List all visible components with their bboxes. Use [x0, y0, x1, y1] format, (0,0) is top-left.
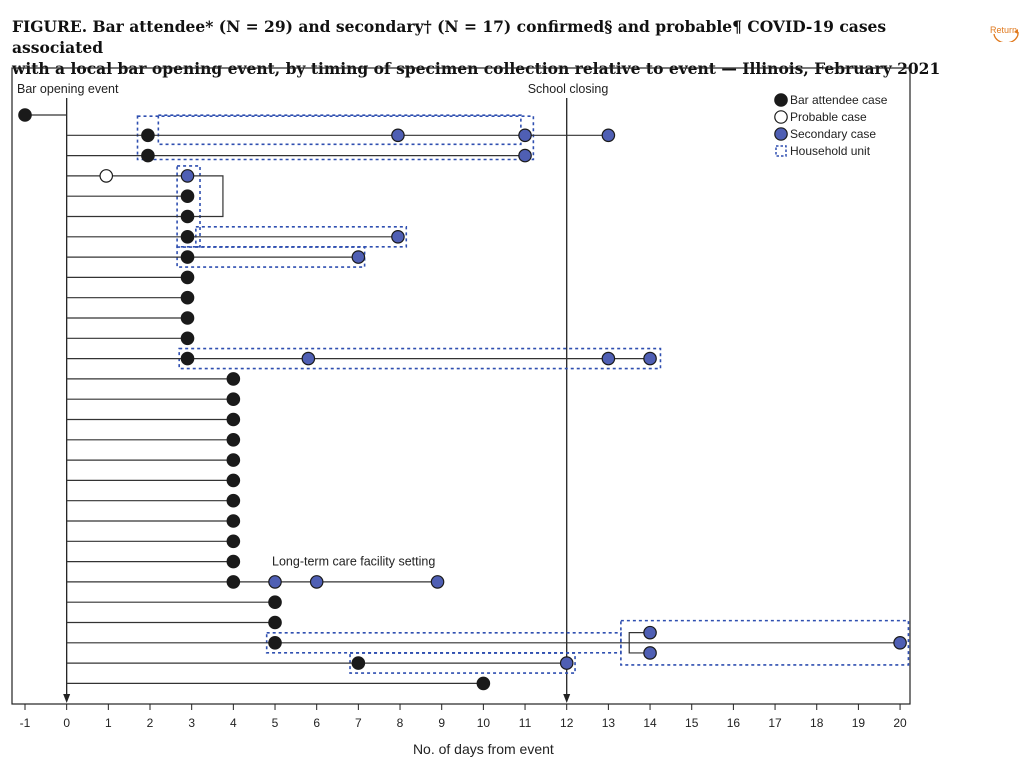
secondary-case-point: [391, 128, 405, 143]
x-tick-label: 19: [852, 716, 866, 730]
attendee-case-point: [226, 412, 241, 427]
x-tick-label: 8: [397, 716, 404, 730]
secondary-case-point: [268, 575, 282, 589]
secondary-case-point: [601, 128, 616, 143]
attendee-case-point: [226, 554, 241, 569]
household-box: [136, 115, 535, 161]
x-tick-label: 2: [147, 716, 154, 730]
secondary-case-point: [559, 656, 574, 670]
x-axis-label: No. of days from event: [413, 741, 554, 757]
x-tick-label: 20: [893, 716, 907, 730]
secondary-case-point: [351, 250, 366, 264]
attendee-case-point: [268, 615, 282, 630]
secondary-case-point: [430, 575, 445, 589]
attendee-case-point: [226, 432, 241, 447]
secondary-case-point: [643, 646, 657, 660]
attendee-case-point: [180, 230, 195, 244]
attendee-case-point: [226, 453, 241, 467]
legend-symbol-household: [775, 145, 787, 157]
legend-symbol-attendee: [774, 93, 788, 107]
probable-case-point: [99, 169, 114, 183]
secondary-case-point: [601, 351, 616, 366]
x-tick-label: 14: [643, 716, 657, 730]
legend-symbol-probable: [774, 110, 788, 124]
x-tick-label: 13: [602, 716, 616, 730]
x-tick-label: 0: [63, 716, 70, 730]
attendee-case-point: [351, 656, 366, 670]
x-tick-label: 5: [272, 716, 279, 730]
secondary-case-point: [518, 148, 532, 163]
attendee-case-point: [268, 595, 282, 609]
attendee-case-point: [141, 148, 155, 163]
legend-label-secondary: Secondary case: [790, 127, 876, 141]
return-link[interactable]: Return: [988, 20, 1022, 42]
x-tick-label: 1: [105, 716, 112, 730]
secondary-case-point: [518, 128, 532, 143]
legend-symbol-secondary: [774, 127, 788, 141]
x-tick-label: 16: [727, 716, 741, 730]
attendee-case-point: [476, 676, 491, 691]
secondary-case-point: [893, 635, 907, 650]
attendee-case-point: [226, 514, 241, 528]
legend-label-household: Household unit: [790, 144, 871, 158]
x-tick-label: -1: [20, 716, 31, 730]
secondary-case-point: [309, 575, 324, 589]
legend-label-attendee: Bar attendee case: [790, 93, 888, 107]
x-tick-label: 10: [477, 716, 491, 730]
return-label: Return: [990, 25, 1018, 35]
attendee-case-point: [226, 372, 241, 386]
x-tick-label: 12: [560, 716, 574, 730]
secondary-case-point: [391, 230, 405, 244]
legend-label-probable: Probable case: [790, 110, 867, 124]
annotation-school-closing: School closing: [528, 82, 609, 96]
x-tick-label: 18: [810, 716, 824, 730]
household-box: [176, 246, 366, 268]
attendee-case-point: [180, 250, 195, 264]
attendee-case-point: [180, 311, 195, 325]
attendee-case-point: [226, 493, 241, 508]
annotation-ltcf: Long-term care facility setting: [272, 555, 435, 569]
attendee-case-point: [141, 128, 155, 143]
attendee-case-point: [180, 209, 195, 224]
title-text-1: Bar attendee* (N = 29) and secondary† (N…: [12, 17, 887, 57]
title-lead: FIGURE.: [12, 17, 88, 36]
attendee-case-point: [18, 108, 32, 122]
household-box: [176, 165, 201, 248]
secondary-case-point: [301, 351, 316, 366]
school-closing-arrow: [563, 694, 571, 703]
x-tick-label: 6: [313, 716, 320, 730]
annotation-bar-opening: Bar opening event: [17, 82, 119, 96]
attendee-case-point: [180, 290, 195, 305]
secondary-case-point: [643, 625, 657, 640]
attendee-case-point: [226, 473, 241, 488]
attendee-case-point: [180, 351, 195, 366]
attendee-case-point: [226, 534, 241, 549]
bar-opening-arrow: [63, 694, 71, 703]
x-tick-label: 17: [768, 716, 782, 730]
attendee-case-point: [180, 189, 195, 203]
plot-frame: [11, 67, 911, 705]
x-tick-label: 3: [188, 716, 195, 730]
x-tick-label: 7: [355, 716, 362, 730]
attendee-case-point: [226, 575, 241, 589]
x-tick-label: 4: [230, 716, 237, 730]
x-tick-label: 15: [685, 716, 699, 730]
return-arrow-icon: [993, 29, 1019, 42]
transmission-bracket: [187, 175, 224, 218]
x-tick-label: 9: [438, 716, 445, 730]
attendee-case-point: [180, 270, 195, 285]
household-box: [157, 114, 522, 146]
x-tick-label: 11: [519, 716, 532, 730]
attendee-case-point: [180, 331, 195, 346]
attendee-case-point: [268, 635, 282, 650]
secondary-case-point: [180, 169, 195, 183]
attendee-case-point: [226, 392, 241, 406]
secondary-case-point: [643, 351, 657, 366]
title-line-1: FIGURE. Bar attendee* (N = 29) and secon…: [12, 16, 972, 58]
household-box: [620, 619, 910, 666]
